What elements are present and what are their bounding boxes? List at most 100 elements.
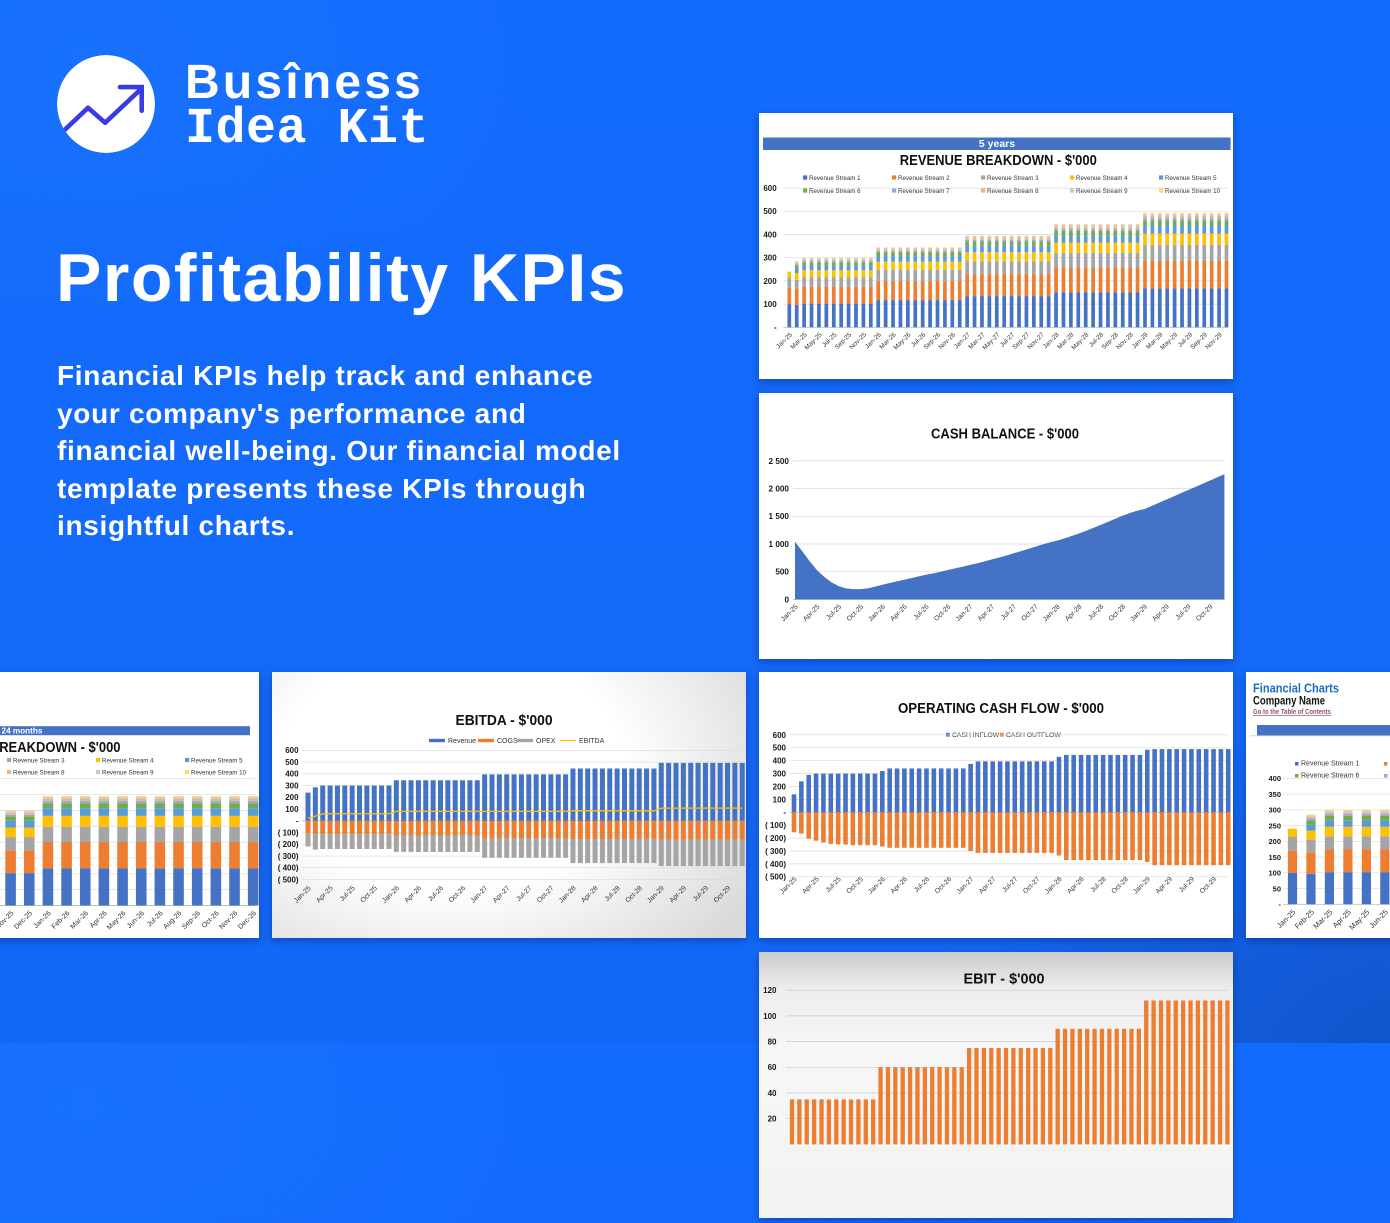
svg-text:Oct-26: Oct-26: [201, 910, 221, 930]
svg-text:Jul-26: Jul-26: [913, 876, 931, 894]
svg-text:( 100): ( 100): [765, 821, 786, 830]
svg-text:Revenue Stream 7: Revenue Stream 7: [898, 188, 950, 195]
svg-text:OPEX: OPEX: [536, 738, 556, 745]
svg-text:Dec-25: Dec-25: [13, 910, 34, 931]
svg-text:350: 350: [1268, 790, 1281, 799]
svg-text:-: -: [774, 323, 777, 332]
svg-text:Revenue Stream 1: Revenue Stream 1: [809, 175, 861, 182]
svg-text:80: 80: [768, 1038, 777, 1047]
svg-text:Nov-26: Nov-26: [218, 910, 239, 931]
svg-text:400: 400: [1268, 774, 1281, 783]
svg-text:Feb-25: Feb-25: [1293, 908, 1316, 931]
svg-text:May-26: May-26: [106, 910, 128, 932]
svg-text:100: 100: [1268, 869, 1281, 878]
svg-text:CASH INFLOW: CASH INFLOW: [952, 732, 1000, 739]
svg-text:Revenue Stream 8: Revenue Stream 8: [13, 769, 65, 776]
svg-text:Oct-25: Oct-25: [845, 876, 865, 896]
svg-text:120: 120: [763, 986, 777, 995]
svg-text:( 100): ( 100): [278, 828, 299, 837]
svg-text:300: 300: [1268, 806, 1281, 815]
svg-text:Oct-29: Oct-29: [1199, 876, 1219, 896]
svg-text:0: 0: [784, 595, 789, 604]
svg-text:200: 200: [763, 277, 777, 286]
svg-text:Jul-29: Jul-29: [1178, 876, 1196, 894]
svg-text:100: 100: [773, 795, 787, 804]
svg-text:Apr-28: Apr-28: [580, 885, 600, 905]
svg-text:Jan-29: Jan-29: [1132, 876, 1152, 896]
svg-text:( 300): ( 300): [278, 852, 299, 861]
svg-text:Dec-26: Dec-26: [237, 910, 258, 931]
svg-text:Oct-27: Oct-27: [1020, 603, 1040, 623]
svg-text:100: 100: [285, 805, 299, 814]
svg-text:100: 100: [763, 1012, 777, 1021]
svg-text:Jul-28: Jul-28: [1087, 603, 1105, 621]
svg-text:Jan-29: Jan-29: [646, 885, 666, 905]
svg-text:50: 50: [1273, 884, 1281, 893]
svg-text:300: 300: [763, 254, 777, 263]
svg-text:Jan-28: Jan-28: [558, 885, 578, 905]
svg-text:Nov-25: Nov-25: [0, 910, 15, 931]
svg-text:1 000: 1 000: [769, 540, 790, 549]
svg-text:Revenue Stream 3: Revenue Stream 3: [13, 757, 65, 764]
svg-text:Oct-29: Oct-29: [713, 885, 733, 905]
svg-text:Revenue Stream 2: Revenue Stream 2: [898, 175, 950, 182]
svg-text:Oct-28: Oct-28: [624, 885, 644, 905]
svg-text:Jul-29: Jul-29: [692, 885, 710, 903]
svg-text:CASH OUTFLOW: CASH OUTFLOW: [1006, 732, 1061, 739]
svg-text:40: 40: [768, 1089, 777, 1098]
svg-text:Nov-28: Nov-28: [1115, 331, 1135, 351]
svg-text:200: 200: [285, 793, 299, 802]
svg-text:Oct-26: Oct-26: [448, 885, 468, 905]
svg-text:Jan-27: Jan-27: [470, 885, 490, 905]
svg-text:Sep-26: Sep-26: [181, 910, 202, 931]
svg-text:Jan-27: Jan-27: [955, 603, 975, 623]
svg-text:( 500): ( 500): [278, 875, 299, 884]
svg-text:May-29: May-29: [1159, 331, 1179, 351]
svg-text:Revenue Stream 4: Revenue Stream 4: [102, 757, 154, 764]
svg-text:150: 150: [1268, 853, 1281, 862]
svg-text:Jan-26: Jan-26: [867, 876, 887, 896]
svg-text:Apr-27: Apr-27: [977, 603, 997, 623]
svg-text:Jan-26: Jan-26: [381, 885, 401, 905]
svg-text:Jan-27: Jan-27: [956, 876, 976, 896]
svg-text:Company Name: Company Name: [1253, 696, 1325, 708]
svg-text:400: 400: [763, 230, 777, 239]
svg-text:Jul-25: Jul-25: [825, 876, 843, 894]
svg-text:Revenue Stream 9: Revenue Stream 9: [1076, 188, 1128, 195]
svg-text:-: -: [296, 817, 299, 826]
svg-text:( 300): ( 300): [765, 847, 786, 856]
svg-text:1 500: 1 500: [769, 512, 790, 521]
svg-text:Aug-26: Aug-26: [162, 910, 183, 931]
svg-text:Revenue Stream 5: Revenue Stream 5: [191, 757, 243, 764]
svg-text:OPERATING CASH FLOW - $'000: OPERATING CASH FLOW - $'000: [898, 701, 1104, 717]
svg-text:Jul-27: Jul-27: [1001, 876, 1019, 894]
svg-text:Mar-26: Mar-26: [69, 910, 90, 931]
svg-text:200: 200: [1268, 837, 1281, 846]
svg-text:600: 600: [773, 731, 787, 740]
svg-text:Jan-25: Jan-25: [293, 885, 313, 905]
svg-text:Jul-28: Jul-28: [1090, 876, 1108, 894]
svg-text:Oct-25: Oct-25: [359, 885, 379, 905]
svg-text:Oct-25: Oct-25: [846, 603, 866, 623]
svg-text:Apr-28: Apr-28: [1066, 876, 1086, 896]
svg-text:Oct-26: Oct-26: [934, 876, 954, 896]
svg-text:Oct-28: Oct-28: [1110, 876, 1130, 896]
svg-text:250: 250: [1268, 821, 1281, 830]
svg-text:Go to the Table of Contents: Go to the Table of Contents: [1253, 709, 1331, 716]
svg-text:Jan-25: Jan-25: [780, 603, 800, 623]
svg-text:Jun-25: Jun-25: [1367, 908, 1390, 931]
svg-text:Apr-26: Apr-26: [890, 876, 910, 896]
svg-text:200: 200: [773, 782, 787, 791]
svg-text:24 months: 24 months: [2, 727, 43, 736]
svg-text:Revenue Stream 5: Revenue Stream 5: [1165, 175, 1217, 182]
svg-text:Jan-28: Jan-28: [1042, 603, 1062, 623]
svg-text:Apr-26: Apr-26: [404, 885, 424, 905]
svg-text:Jan-28: Jan-28: [1044, 876, 1064, 896]
svg-text:CASH BALANCE - $'000: CASH BALANCE - $'000: [931, 427, 1079, 443]
svg-text:Apr-28: Apr-28: [1064, 603, 1084, 623]
svg-text:500: 500: [285, 758, 299, 767]
svg-text:500: 500: [775, 568, 789, 577]
svg-text:Apr-29: Apr-29: [1155, 876, 1175, 896]
svg-text:Oct-29: Oct-29: [1195, 603, 1215, 623]
svg-text:Oct-27: Oct-27: [536, 885, 556, 905]
